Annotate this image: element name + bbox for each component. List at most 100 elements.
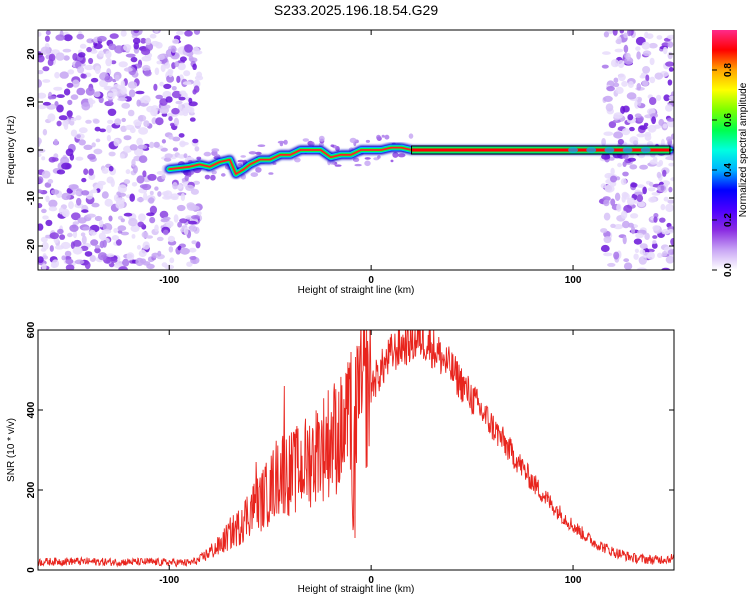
noise-blob (613, 131, 624, 139)
noise-blob (38, 79, 42, 88)
spectrogram-y-tick-label: 0 (26, 147, 37, 153)
noise-blob (177, 245, 182, 251)
ridge-noise-blob (183, 153, 188, 159)
noise-blob (165, 96, 173, 103)
noise-blob (55, 52, 65, 61)
noise-blob (104, 75, 113, 83)
noise-blob (44, 35, 50, 42)
noise-blob (132, 37, 141, 45)
colorbar-tick-label: 0.8 (723, 63, 734, 77)
noise-blob (176, 204, 186, 212)
noise-blob (40, 248, 47, 252)
noise-blob (138, 127, 149, 135)
noise-blob (48, 199, 58, 208)
noise-blob (178, 96, 186, 101)
noise-blob (113, 138, 120, 147)
snr-y-tick-label: 0 (26, 567, 37, 573)
noise-blob (663, 196, 669, 202)
noise-blob (41, 170, 51, 179)
colorbar-tick-label: 0.6 (723, 113, 734, 127)
noise-blob (643, 122, 649, 127)
snr-y-tick-label: 200 (26, 481, 37, 498)
noise-blob (639, 164, 648, 170)
noise-blob (154, 186, 159, 191)
noise-blob (623, 258, 630, 263)
noise-blob (608, 121, 617, 129)
noise-blob (154, 30, 159, 33)
noise-blob (620, 210, 628, 219)
noise-blob (56, 120, 62, 127)
noise-blob (173, 117, 179, 127)
noise-blob (652, 156, 658, 163)
noise-blob (102, 223, 113, 232)
noise-blob (665, 156, 674, 161)
noise-blob (621, 194, 626, 203)
noise-blob (82, 226, 91, 231)
noise-blob (670, 238, 674, 246)
noise-blob (104, 86, 111, 91)
colorbar-tick-label: 0.0 (723, 263, 734, 277)
noise-blob (652, 235, 658, 239)
noise-blob (71, 212, 81, 221)
noise-blob (63, 123, 69, 130)
noise-blob (155, 42, 163, 49)
noise-blob (84, 251, 93, 257)
noise-blob (61, 162, 71, 170)
noise-blob (652, 240, 657, 245)
noise-blob (81, 73, 87, 79)
noise-blob (146, 212, 155, 217)
ridge-noise-blob (211, 148, 220, 153)
noise-blob (129, 127, 136, 134)
noise-blob (616, 203, 622, 212)
noise-blob (110, 60, 117, 65)
noise-blob (629, 164, 638, 170)
noise-blob (45, 234, 50, 239)
noise-blob (651, 116, 656, 125)
ridge-noise-blob (237, 162, 243, 167)
noise-blob (48, 206, 58, 212)
noise-blob (77, 66, 85, 74)
noise-blob (189, 224, 197, 232)
noise-blob (90, 49, 98, 54)
noise-blob (196, 71, 203, 79)
noise-blob (108, 151, 116, 157)
ridge-noise-blob (381, 134, 385, 138)
noise-blob (192, 89, 197, 95)
noise-blob (97, 180, 106, 186)
noise-blob (666, 34, 674, 40)
ridge-noise-blob (203, 151, 212, 157)
noise-blob (106, 124, 112, 134)
noise-blob (75, 156, 84, 161)
noise-blob (121, 102, 131, 109)
noise-blob (57, 228, 64, 235)
noise-blob (629, 126, 635, 132)
noise-blob (77, 217, 87, 224)
noise-blob (47, 95, 57, 100)
noise-blob (654, 72, 664, 80)
noise-blob (90, 189, 98, 194)
noise-blob (38, 54, 45, 63)
ridge-noise-blob (330, 144, 335, 147)
noise-blob (156, 60, 162, 65)
noise-blob (600, 244, 610, 253)
noise-blob (188, 55, 194, 62)
noise-blob (176, 75, 181, 83)
noise-blob (88, 168, 94, 176)
noise-blob (642, 66, 651, 74)
noise-blob (193, 30, 201, 35)
noise-blob (614, 192, 621, 201)
noise-blob (662, 46, 668, 55)
noise-blob (665, 256, 674, 264)
noise-blob (130, 56, 138, 63)
noise-blob (38, 31, 42, 37)
noise-blob (61, 255, 66, 261)
noise-blob (601, 138, 606, 147)
noise-blob (132, 165, 138, 174)
noise-blob (153, 141, 160, 148)
noise-blob (41, 263, 47, 270)
noise-blob (49, 245, 54, 252)
noise-blob (139, 184, 148, 189)
noise-blob (133, 42, 140, 50)
noise-blob (192, 63, 197, 70)
noise-blob (38, 203, 43, 209)
